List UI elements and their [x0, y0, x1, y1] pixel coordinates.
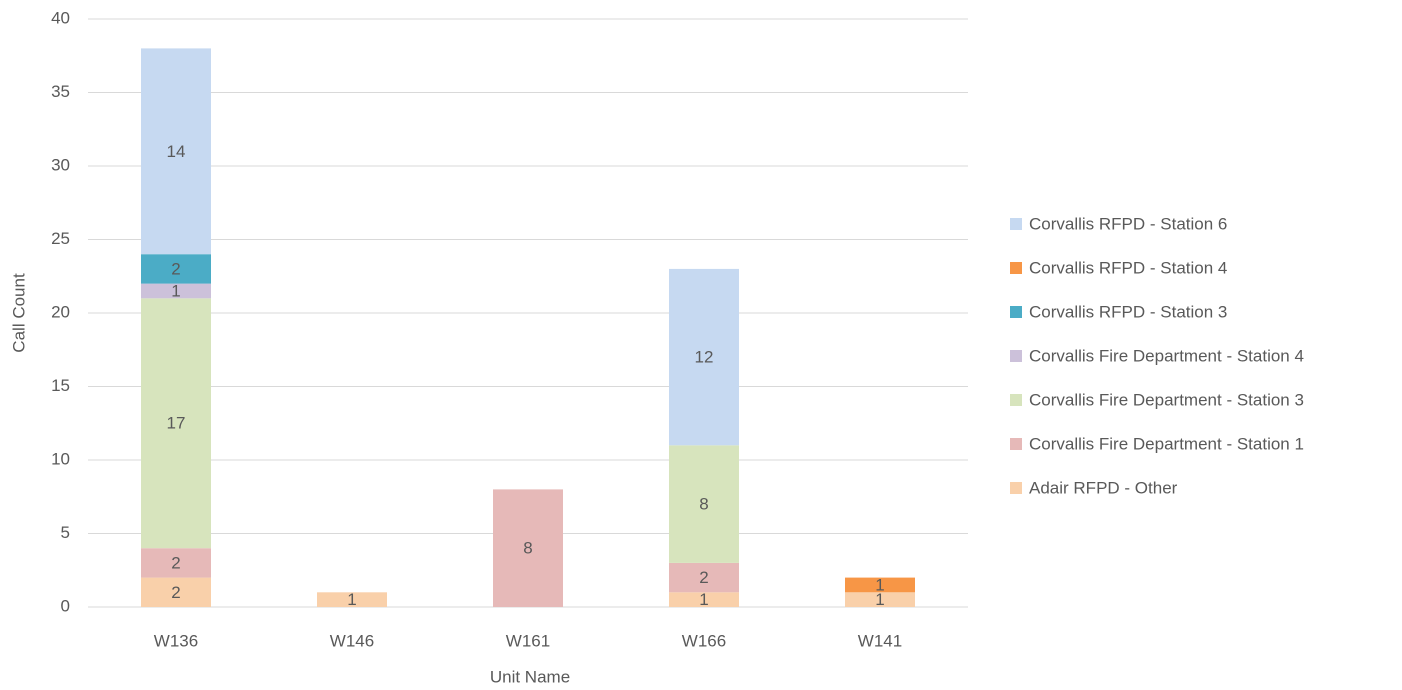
legend-label: Adair RFPD - Other — [1029, 478, 1178, 497]
data-label: 1 — [347, 590, 356, 609]
bar-segment — [141, 48, 211, 255]
bar-segment — [669, 445, 739, 563]
legend-label: Corvallis RFPD - Station 4 — [1029, 258, 1227, 277]
legend-label: Corvallis Fire Department - Station 1 — [1029, 434, 1304, 453]
legend-swatch — [1010, 482, 1022, 494]
bar-segment — [845, 577, 915, 593]
y-tick-label: 30 — [51, 155, 70, 174]
x-axis-title: Unit Name — [490, 667, 570, 686]
legend-label: Corvallis RFPD - Station 3 — [1029, 302, 1227, 321]
legend-swatch — [1010, 306, 1022, 318]
bar-segment — [669, 562, 739, 593]
data-label: 14 — [167, 142, 186, 161]
bar-segment — [141, 298, 211, 549]
y-tick-label: 0 — [61, 596, 70, 615]
legend-swatch — [1010, 438, 1022, 450]
data-label: 2 — [171, 553, 180, 572]
bar-segment — [669, 268, 739, 446]
legend-swatch — [1010, 218, 1022, 230]
x-tick-label: W146 — [330, 631, 374, 650]
y-tick-label: 25 — [51, 229, 70, 248]
data-label: 1 — [699, 590, 708, 609]
legend-swatch — [1010, 350, 1022, 362]
y-tick-label: 20 — [51, 302, 70, 321]
bar-segment — [141, 548, 211, 578]
y-tick-label: 5 — [61, 523, 70, 542]
x-tick-label: W161 — [506, 631, 550, 650]
x-tick-label: W136 — [154, 631, 198, 650]
y-tick-label: 40 — [51, 8, 70, 27]
legend-label: Corvallis Fire Department - Station 4 — [1029, 346, 1304, 365]
bar-segment — [669, 592, 739, 607]
x-tick-label: W141 — [858, 631, 902, 650]
bar-segment — [141, 283, 211, 299]
data-label: 8 — [699, 495, 708, 514]
data-label: 2 — [171, 259, 180, 278]
data-label: 2 — [171, 583, 180, 602]
y-tick-label: 35 — [51, 82, 70, 101]
bar-segment — [141, 254, 211, 284]
legend-label: Corvallis RFPD - Station 6 — [1029, 214, 1227, 233]
data-label: 1 — [875, 575, 884, 594]
bar-segment — [317, 592, 387, 607]
y-tick-label: 15 — [51, 376, 70, 395]
legend-label: Corvallis Fire Department - Station 3 — [1029, 390, 1304, 409]
bar-segment — [141, 577, 211, 607]
data-label: 1 — [875, 590, 884, 609]
y-tick-label: 10 — [51, 449, 70, 468]
legend-swatch — [1010, 394, 1022, 406]
data-label: 12 — [695, 348, 714, 367]
legend-swatch — [1010, 262, 1022, 274]
data-label: 1 — [171, 281, 180, 300]
data-label: 2 — [699, 568, 708, 587]
bar-segment — [845, 592, 915, 607]
x-tick-label: W166 — [682, 631, 726, 650]
y-axis-title: Call Count — [9, 273, 28, 353]
bar-segment — [493, 489, 563, 607]
data-label: 8 — [523, 539, 532, 558]
data-label: 17 — [167, 414, 186, 433]
